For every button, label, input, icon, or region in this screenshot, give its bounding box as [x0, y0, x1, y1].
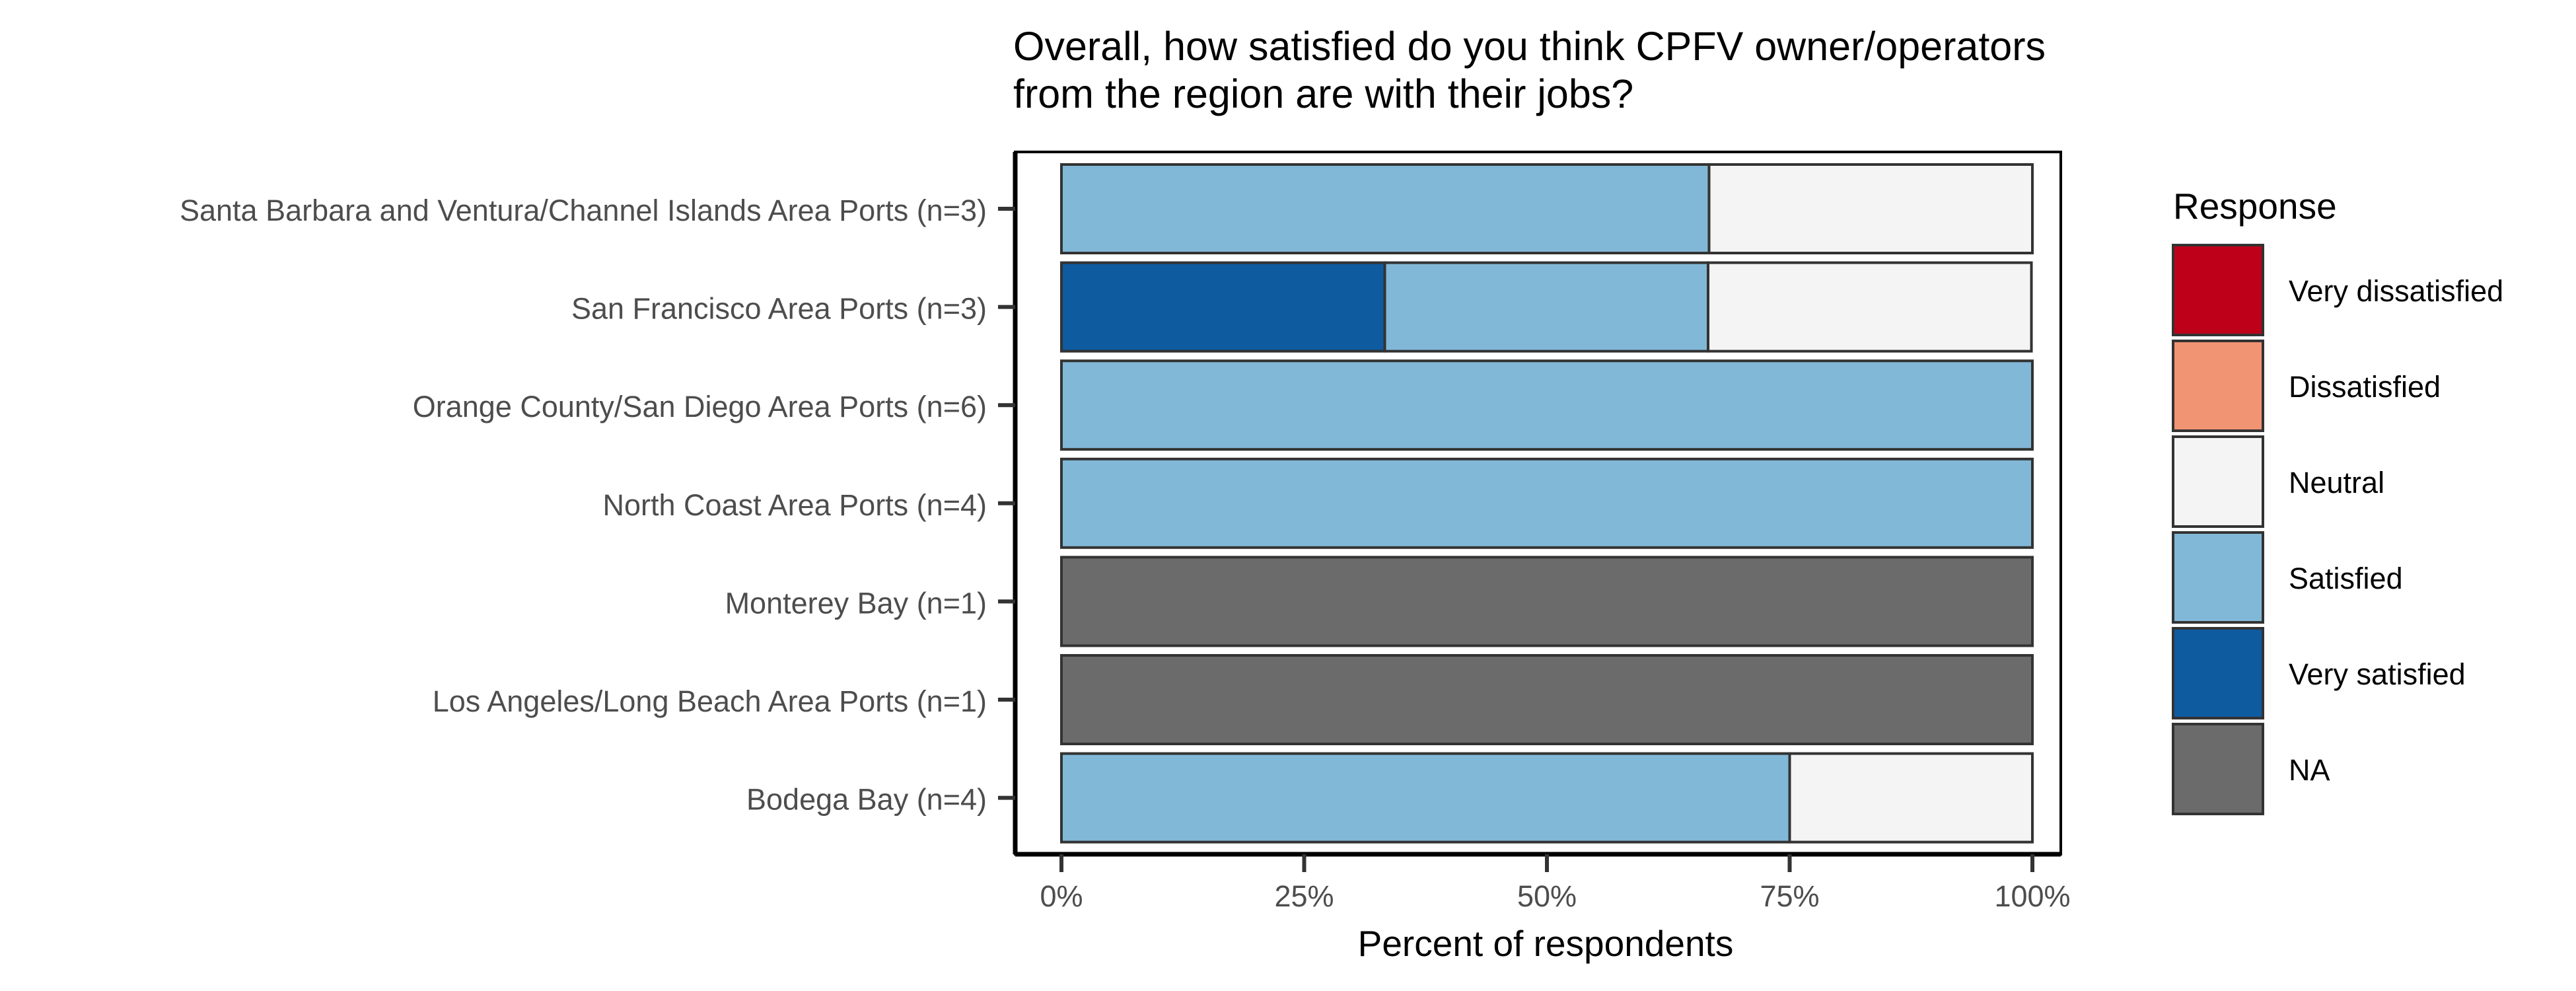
- legend-swatch: [2172, 531, 2264, 624]
- y-tick-label: Bodega Bay (n=4): [746, 783, 987, 817]
- bar-segment: [1060, 457, 2034, 549]
- bar-segment: [1707, 163, 2034, 254]
- bar-segment: [1383, 261, 1710, 353]
- chart-title-line-2: from the region are with their jobs?: [1013, 71, 1634, 116]
- y-tick-label: San Francisco Area Ports (n=3): [571, 292, 987, 326]
- x-axis: 0% 25% 50% 75% 100%: [1040, 854, 2071, 913]
- legend-swatch: [2172, 244, 2264, 336]
- y-tick-label: Los Angeles/Long Beach Area Ports (n=1): [433, 684, 987, 718]
- y-tick-label: Monterey Bay (n=1): [725, 586, 987, 620]
- x-tick-label: 25%: [1274, 879, 1334, 913]
- x-axis-title: Percent of respondents: [1358, 923, 1734, 964]
- bar-segment: [1060, 752, 1791, 844]
- x-tick-label: 75%: [1760, 879, 1819, 913]
- legend: Response Very dissatisfied Dissatisfied Ne…: [2172, 186, 2503, 815]
- chart-title-line-1: Overall, how satisfied do you think CPFV…: [1013, 24, 2046, 69]
- bar-segment: [1060, 163, 1711, 254]
- x-tick-label: 0%: [1040, 879, 1083, 913]
- legend-title: Response: [2173, 186, 2337, 227]
- legend-label: Satisfied: [2289, 562, 2403, 595]
- x-tick-label: 100%: [1994, 879, 2070, 913]
- y-tick-label: North Coast Area Ports (n=4): [602, 488, 987, 522]
- bar-segment: [1707, 261, 2033, 353]
- legend-label: Very dissatisfied: [2289, 274, 2503, 308]
- bar-segment: [1060, 654, 2034, 745]
- legend-label: NA: [2289, 753, 2330, 787]
- bars-layer: [1060, 163, 2034, 844]
- legend-swatch: [2172, 723, 2264, 815]
- legend-swatch: [2172, 340, 2264, 432]
- legend-label: Dissatisfied: [2289, 370, 2441, 404]
- x-tick-label: 50%: [1517, 879, 1577, 913]
- bar-segment: [1788, 752, 2034, 844]
- y-axis: Santa Barbara and Ventura/Channel Island…: [180, 194, 1015, 817]
- bar-segment: [1060, 556, 2034, 647]
- y-tick-label: Santa Barbara and Ventura/Channel Island…: [180, 194, 987, 227]
- legend-swatch: [2172, 627, 2264, 719]
- bar-segment: [1060, 359, 2034, 451]
- bar-segment: [1060, 261, 1386, 353]
- legend-swatch: [2172, 435, 2264, 528]
- legend-label: Neutral: [2289, 466, 2384, 499]
- y-tick-label: Orange County/San Diego Area Ports (n=6): [413, 390, 987, 423]
- legend-label: Very satisfied: [2289, 657, 2466, 691]
